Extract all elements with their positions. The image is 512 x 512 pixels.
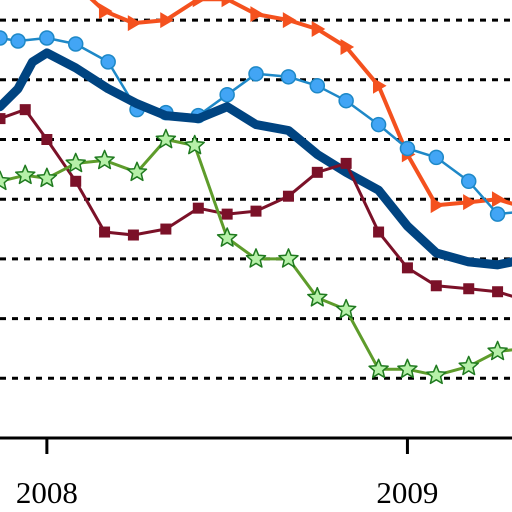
point-blue-circle-9 [248, 66, 264, 82]
point-orange-triangle-7 [250, 6, 264, 23]
series-group [0, 0, 512, 385]
point-maroon-square-7 [192, 202, 204, 214]
point-green-star-9 [245, 248, 267, 268]
point-maroon-square-0 [0, 113, 6, 125]
point-maroon-square-16 [463, 283, 475, 295]
point-green-star-5 [126, 161, 148, 182]
series-line-navy-thick [0, 48, 512, 270]
point-green-star-8 [216, 227, 238, 247]
point-blue-circle-17 [489, 206, 506, 222]
point-maroon-square-15 [430, 280, 442, 292]
point-maroon-square-14 [401, 262, 413, 274]
point-maroon-square-5 [127, 229, 139, 241]
point-orange-triangle-9 [311, 21, 326, 38]
point-green-star-17 [487, 340, 508, 361]
point-green-star-6 [155, 128, 177, 149]
point-green-star-1 [14, 164, 36, 185]
point-green-star-15 [426, 364, 447, 385]
point-maroon-square-9 [250, 205, 262, 217]
point-blue-circle-16 [460, 173, 477, 190]
point-green-star-0 [0, 170, 11, 191]
point-blue-circle-8 [219, 86, 235, 103]
point-green-star-11 [307, 286, 328, 307]
point-blue-circle-0 [0, 30, 8, 46]
series-line-orange-triangle [89, 0, 512, 208]
point-blue-circle-12 [338, 92, 354, 109]
point-orange-triangle-5 [192, 0, 205, 8]
point-blue-circle-2 [39, 30, 55, 46]
point-blue-circle-14 [399, 140, 416, 157]
point-orange-triangle-8 [282, 12, 297, 29]
gridlines [0, 18, 512, 380]
point-orange-triangle-10 [340, 38, 355, 55]
point-orange-triangle-3 [127, 15, 142, 32]
point-blue-circle-10 [280, 69, 297, 85]
point-maroon-square-2 [41, 134, 53, 145]
point-maroon-square-8 [221, 208, 233, 220]
point-blue-circle-13 [370, 116, 387, 133]
point-orange-triangle-15 [491, 191, 506, 208]
point-blue-circle-3 [67, 36, 84, 52]
x-ticks [45, 438, 409, 454]
point-maroon-square-3 [70, 175, 82, 187]
point-maroon-square-6 [160, 223, 172, 235]
x-tick-label-2009: 2009 [376, 475, 438, 510]
point-orange-triangle-6 [221, 0, 234, 8]
point-orange-triangle-13 [430, 197, 445, 214]
point-green-star-13 [368, 358, 389, 379]
series-green-star [0, 128, 512, 385]
point-blue-circle-4 [100, 54, 116, 70]
point-maroon-square-12 [340, 157, 352, 169]
series-orange-triangle [89, 0, 512, 214]
point-orange-triangle-2 [98, 3, 113, 20]
x-tick-labels: 2008 2009 [16, 475, 439, 510]
point-maroon-square-11 [311, 166, 323, 178]
series-maroon-square [0, 104, 512, 298]
point-green-star-4 [94, 149, 115, 170]
point-green-star-2 [36, 167, 58, 188]
point-maroon-square-13 [373, 226, 385, 238]
x-tick-label-2008: 2008 [16, 475, 78, 510]
point-green-star-7 [184, 134, 205, 155]
point-maroon-square-4 [99, 226, 111, 238]
point-maroon-square-17 [492, 286, 504, 298]
point-maroon-square-10 [282, 190, 294, 202]
point-blue-circle-1 [10, 33, 26, 49]
point-orange-triangle-14 [463, 194, 477, 211]
point-blue-circle-11 [309, 78, 326, 94]
point-green-star-12 [335, 298, 357, 319]
point-orange-triangle-4 [160, 12, 174, 29]
point-maroon-square-1 [19, 104, 31, 116]
point-green-star-10 [278, 248, 299, 268]
point-green-star-16 [458, 355, 479, 376]
point-green-star-14 [397, 358, 418, 379]
point-blue-circle-15 [428, 149, 445, 166]
point-orange-triangle-11 [372, 77, 387, 94]
point-green-star-3 [65, 152, 86, 173]
series-navy-thick [0, 48, 512, 270]
